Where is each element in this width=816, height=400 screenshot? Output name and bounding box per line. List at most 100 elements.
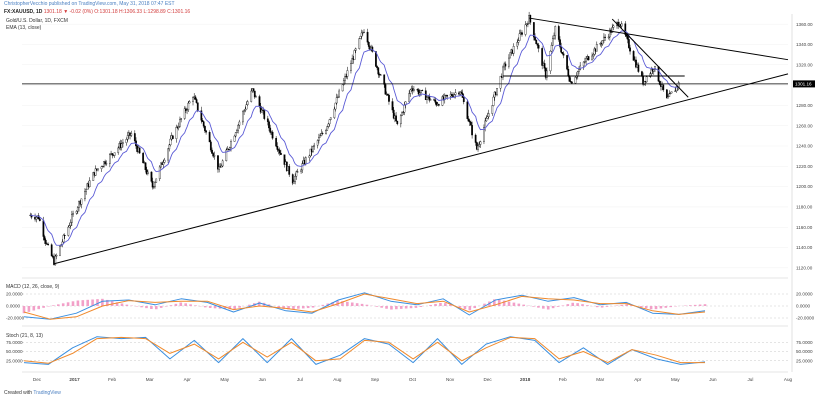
candle-body xyxy=(508,57,510,67)
price-tick-label: 1240.00 xyxy=(796,144,813,149)
x-tick-label: Jun xyxy=(709,377,717,382)
candle-body xyxy=(462,97,465,103)
candle-body xyxy=(435,102,438,106)
macd-histogram-bar xyxy=(537,306,540,308)
stoch-left-tick-label: 50.0000 xyxy=(6,349,23,354)
x-tick-label: Sep xyxy=(371,377,380,382)
candle-body xyxy=(657,66,660,82)
x-tick-label: Apr xyxy=(184,377,192,382)
macd-histogram-bar xyxy=(669,306,673,308)
candle-body xyxy=(276,146,279,150)
candle-body xyxy=(236,129,238,133)
macd-histogram-bar xyxy=(238,306,241,308)
macd-histogram-bar xyxy=(600,306,604,308)
x-tick-label: Dec xyxy=(484,377,493,382)
candle-body xyxy=(479,141,482,145)
price-tick-label: 1140.00 xyxy=(796,245,813,250)
candle-body xyxy=(669,92,672,94)
candle-body xyxy=(649,73,652,78)
macd-histogram-bar xyxy=(605,306,609,307)
macd-histogram-bar xyxy=(86,299,89,306)
symbol-line: FX:XAUUSD, 1D 1301.18 ▼ -0.02 (0%) O:130… xyxy=(4,9,190,15)
macd-histogram-bar xyxy=(497,299,501,306)
candle-body xyxy=(388,94,390,102)
macd-histogram-bar xyxy=(179,302,183,306)
candle-body xyxy=(194,96,197,100)
candle-body xyxy=(288,166,291,175)
price-tick-label: 1220.00 xyxy=(796,164,813,169)
candle-body xyxy=(228,147,231,150)
macd-histogram-bar xyxy=(522,304,526,306)
candle-body xyxy=(333,108,336,118)
macd-histogram-bar xyxy=(654,306,658,310)
x-tick-label: Aug xyxy=(333,377,342,382)
candle-body xyxy=(97,168,99,171)
candle-body xyxy=(220,165,223,168)
macd-histogram-bar xyxy=(154,306,158,310)
candle-body xyxy=(345,76,348,78)
macd-histogram-bar xyxy=(96,299,99,306)
ohlc-readout: 1301.18 ▼ -0.02 (0%) O:1301.18 H:1306.33… xyxy=(43,9,191,15)
x-tick-label: Dec xyxy=(33,377,42,382)
candle-body xyxy=(491,105,494,114)
macd-histogram-bar xyxy=(301,306,305,309)
candle-body xyxy=(138,147,141,154)
candle-body xyxy=(155,178,158,183)
candle-body xyxy=(568,76,571,82)
macd-histogram-bar xyxy=(586,305,589,306)
candle-body xyxy=(88,180,91,187)
candle-body xyxy=(645,76,648,83)
macd-histogram-bar xyxy=(81,300,85,306)
stoch-d-line xyxy=(23,336,705,364)
candle-body xyxy=(537,45,540,49)
candle-body xyxy=(426,97,428,101)
x-tick-label: 2018 xyxy=(520,377,531,382)
candle-body xyxy=(59,245,61,256)
candle-body xyxy=(383,74,386,85)
macd-histogram-bar xyxy=(184,303,187,306)
macd-histogram-bar xyxy=(512,302,516,306)
macd-histogram-bar xyxy=(27,306,31,312)
macd-histogram-bar xyxy=(644,306,648,309)
candle-body xyxy=(101,166,104,168)
macd-histogram-bar xyxy=(267,304,271,306)
candle-body xyxy=(401,112,403,116)
candle-body xyxy=(386,93,389,96)
candle-body xyxy=(667,96,669,99)
macd-histogram-bar xyxy=(556,306,560,307)
candle-body xyxy=(318,137,320,141)
candle-body xyxy=(269,127,272,133)
macd-histogram-bar xyxy=(625,304,628,306)
candle-body xyxy=(320,133,323,137)
candle-body xyxy=(180,118,183,120)
candle-body xyxy=(611,27,614,33)
candle-body xyxy=(63,234,66,236)
candle-body xyxy=(624,23,627,35)
macd-histogram-bar xyxy=(71,301,75,306)
candle-body xyxy=(543,63,546,69)
macd-histogram-bar xyxy=(561,305,565,306)
macd-histogram-bar xyxy=(76,300,80,306)
macd-histogram-bar xyxy=(463,306,467,310)
candle-body xyxy=(266,118,269,122)
candle-body xyxy=(163,159,166,163)
candle-body xyxy=(100,166,103,169)
candle-body xyxy=(253,90,256,98)
candle-body xyxy=(665,89,668,99)
symbol-label: FX:XAUUSD, 1D xyxy=(4,9,43,15)
candle-body xyxy=(309,148,312,157)
descending-resistance-trendline xyxy=(529,17,789,61)
candle-body xyxy=(625,34,628,37)
macd-histogram-bar xyxy=(404,306,408,309)
candle-body xyxy=(604,36,606,38)
candle-body xyxy=(179,119,181,127)
ascending-support-trendline xyxy=(53,73,789,265)
candle-body xyxy=(675,86,678,92)
macd-tick-label: 0.0000 xyxy=(796,304,810,309)
candle-body xyxy=(627,39,630,48)
footer-created-with: Created with xyxy=(4,390,33,396)
candle-body xyxy=(396,120,399,125)
candle-body xyxy=(608,29,611,38)
candle-body xyxy=(620,23,623,27)
